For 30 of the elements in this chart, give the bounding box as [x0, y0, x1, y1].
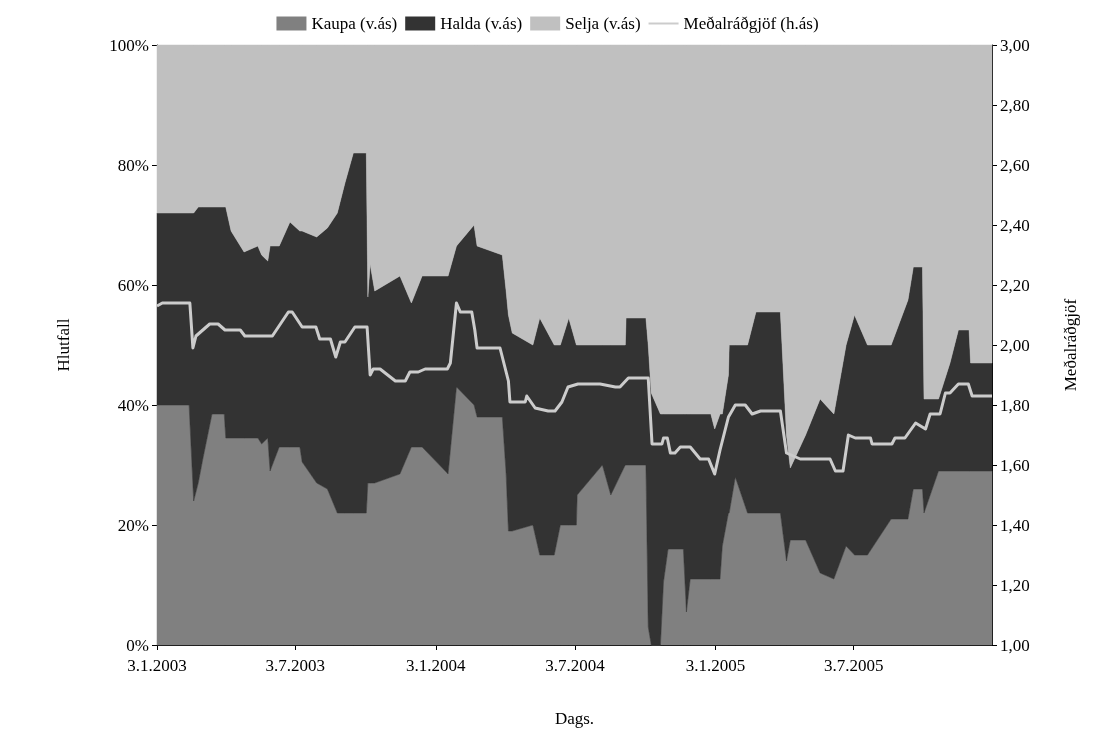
y-axis-title: Hlutfall: [54, 318, 73, 372]
y2-tick-label: 1,40: [1000, 515, 1030, 535]
x-tick-label: 3.1.2005: [685, 656, 746, 675]
y-tick-label: 60%: [117, 275, 149, 295]
x-tick-label: 3.7.2003: [265, 656, 326, 675]
y-tick-label: 80%: [117, 155, 149, 175]
x-tick-label: 3.1.2004: [406, 656, 467, 675]
y2-tick-label: 2,60: [1000, 155, 1030, 175]
legend-label: Halda (v.ás): [440, 14, 523, 33]
y-tick-label: 0%: [126, 635, 149, 655]
y2-tick-label: 2,80: [1000, 95, 1030, 115]
y-tick-label: 20%: [117, 515, 149, 535]
y2-tick-label: 2,00: [1000, 335, 1030, 355]
x-tick-label: 3.7.2005: [823, 656, 884, 675]
y2-tick-label: 1,20: [1000, 575, 1030, 595]
legend-label: Selja (v.ás): [565, 14, 641, 33]
y2-tick-label: 2,20: [1000, 275, 1030, 295]
y2-axis-title: Meðalráðgjöf: [1061, 298, 1080, 392]
y2-tick-label: 3,00: [1000, 35, 1030, 55]
y-tick-label: 100%: [109, 35, 149, 55]
legend-label: Meðalráðgjöf (h.ás): [683, 14, 819, 33]
legend-label: Kaupa (v.ás): [311, 14, 398, 33]
x-axis-title: Dags.: [554, 709, 595, 728]
y-tick-label: 40%: [117, 395, 149, 415]
x-tick-label: 3.1.2003: [127, 656, 187, 675]
y2-tick-label: 1,80: [1000, 395, 1030, 415]
x-tick-label: 3.7.2004: [545, 656, 606, 675]
y2-tick-label: 2,40: [1000, 215, 1030, 235]
y2-tick-label: 1,00: [1000, 635, 1030, 655]
y2-tick-label: 1,60: [1000, 455, 1030, 475]
